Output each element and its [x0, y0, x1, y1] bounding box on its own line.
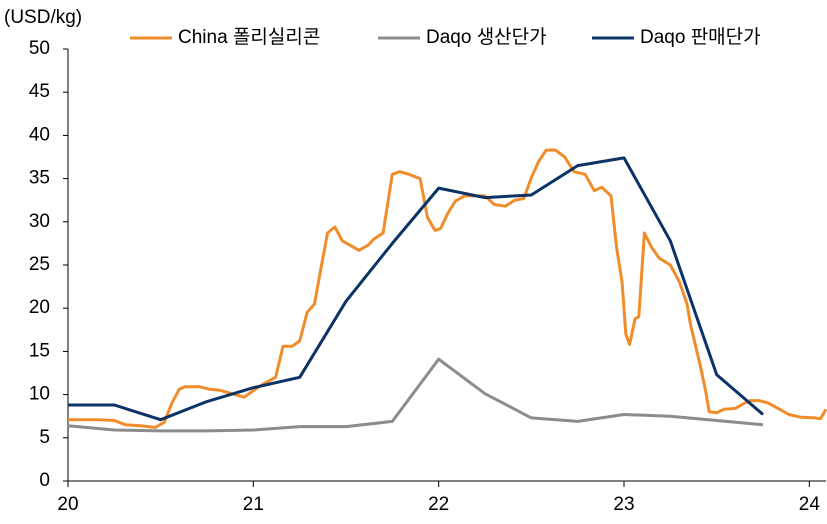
x-tick-label: 24 — [799, 494, 821, 515]
legend-label: Daqo 판매단가 — [640, 26, 761, 48]
legend-label: China 폴리실리콘 — [178, 26, 320, 48]
series-line — [68, 148, 827, 429]
y-tick-label: 35 — [29, 168, 50, 189]
series-line — [67, 357, 764, 433]
x-tick-label: 23 — [613, 494, 634, 515]
y-tick-label: 25 — [29, 254, 50, 275]
y-tick-label: 15 — [29, 340, 50, 361]
x-tick-label: 22 — [428, 494, 449, 515]
x-tick-label: 21 — [243, 494, 264, 515]
y-tick-label: 5 — [39, 427, 50, 448]
y-tick-label: 0 — [39, 470, 50, 491]
y-axis-label: (USD/kg) — [4, 7, 82, 28]
x-tick-label: 20 — [57, 494, 78, 515]
y-tick-label: 30 — [29, 211, 50, 232]
y-tick-label: 50 — [29, 38, 50, 59]
series-line — [68, 156, 764, 422]
legend-label: Daqo 생산단가 — [426, 26, 547, 48]
y-tick-label: 20 — [29, 297, 50, 318]
y-tick-label: 45 — [29, 81, 50, 102]
y-tick-label: 10 — [29, 384, 50, 405]
y-tick-label: 40 — [29, 124, 50, 145]
